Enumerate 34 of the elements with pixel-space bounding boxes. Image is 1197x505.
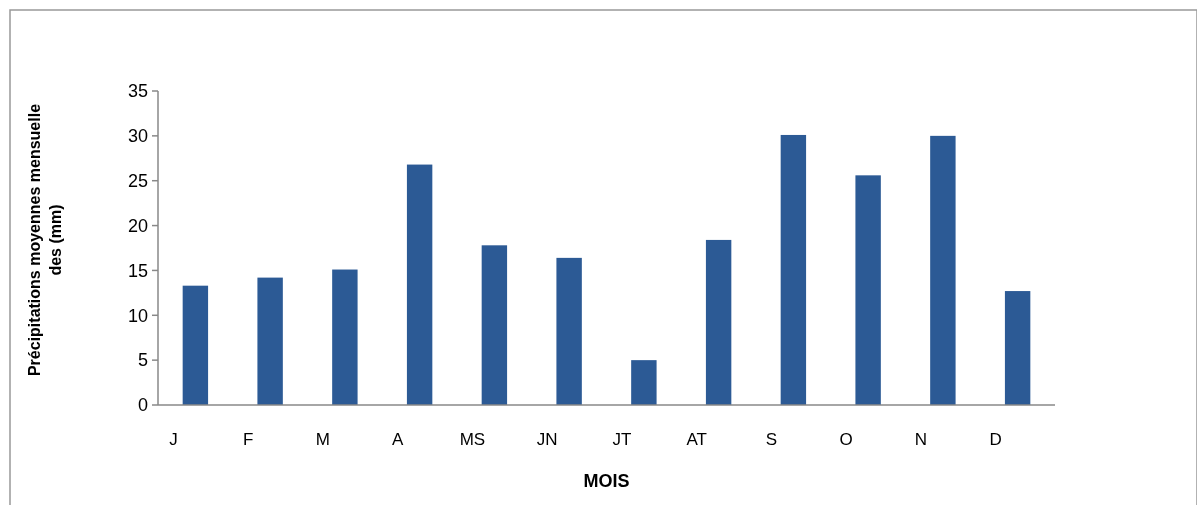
bar xyxy=(1004,291,1031,405)
x-axis-title: MOIS xyxy=(583,471,630,491)
bar xyxy=(780,134,807,405)
y-tick-label: 35 xyxy=(127,81,148,102)
bar xyxy=(257,277,283,405)
y-tick-label: 30 xyxy=(127,126,148,147)
x-tick-label: O xyxy=(839,430,853,449)
x-tick-label: J xyxy=(169,430,178,449)
bar xyxy=(930,135,956,405)
bar xyxy=(631,360,657,405)
bar xyxy=(332,269,358,405)
y-tick-label: 20 xyxy=(127,215,148,236)
y-axis-title: Précipitations moyennes mensuelle des (mm) xyxy=(26,103,64,377)
x-tick-label: F xyxy=(242,430,254,449)
x-tick-label: MS xyxy=(459,430,486,449)
y-tick-label: 15 xyxy=(127,260,148,281)
bar xyxy=(855,175,881,405)
bar xyxy=(182,285,209,405)
y-tick-label: 10 xyxy=(127,305,148,326)
bar xyxy=(406,164,433,405)
y-tick-label: 5 xyxy=(137,350,148,371)
bar xyxy=(705,239,732,405)
x-tick-label: N xyxy=(914,430,928,449)
x-tick-label: JT xyxy=(612,430,632,449)
y-tick-label: 25 xyxy=(127,171,148,192)
x-tick-label: JN xyxy=(536,430,558,449)
x-tick-label: D xyxy=(989,430,1002,449)
x-tick-label: A xyxy=(391,430,404,449)
x-tick-label: S xyxy=(765,430,778,449)
bar xyxy=(481,245,508,405)
y-tick-label: 0 xyxy=(137,395,148,416)
x-tick-label: M xyxy=(315,430,330,449)
x-tick-label: AT xyxy=(686,430,707,449)
bar xyxy=(556,257,582,405)
